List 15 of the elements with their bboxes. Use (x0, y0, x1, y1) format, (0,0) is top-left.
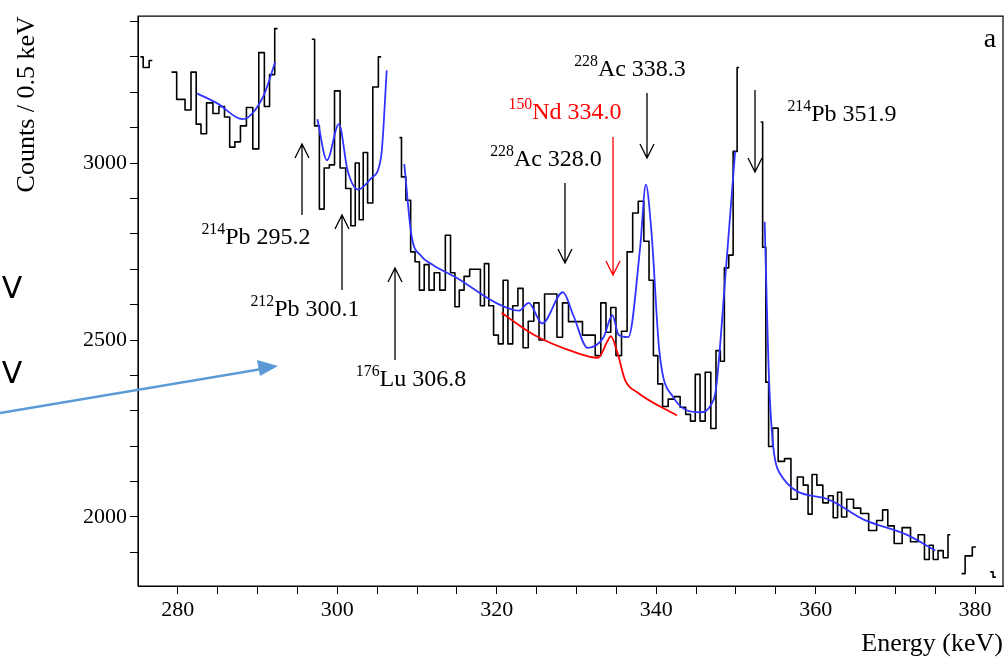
annotation: a (983, 22, 997, 54)
x-tick-label: 320 (480, 595, 514, 621)
text: V (1, 354, 23, 390)
y-tick-label: 3000 (83, 148, 127, 174)
y-tick-label: 2000 (83, 502, 127, 528)
y-tick-label: 2500 (83, 325, 127, 351)
text: V (1, 269, 23, 305)
line-series (500, 311, 678, 417)
x-tick-label: 280 (161, 595, 195, 621)
y-axis-title: Counts / 0.5 keV (11, 15, 41, 193)
x-tick-label: 340 (639, 595, 673, 621)
x-tick-label: 300 (320, 595, 354, 621)
x-tick-label: 360 (799, 595, 833, 621)
x-tick-label: 380 (958, 595, 992, 621)
x-axis-title: Energy (keV) (861, 628, 1003, 658)
